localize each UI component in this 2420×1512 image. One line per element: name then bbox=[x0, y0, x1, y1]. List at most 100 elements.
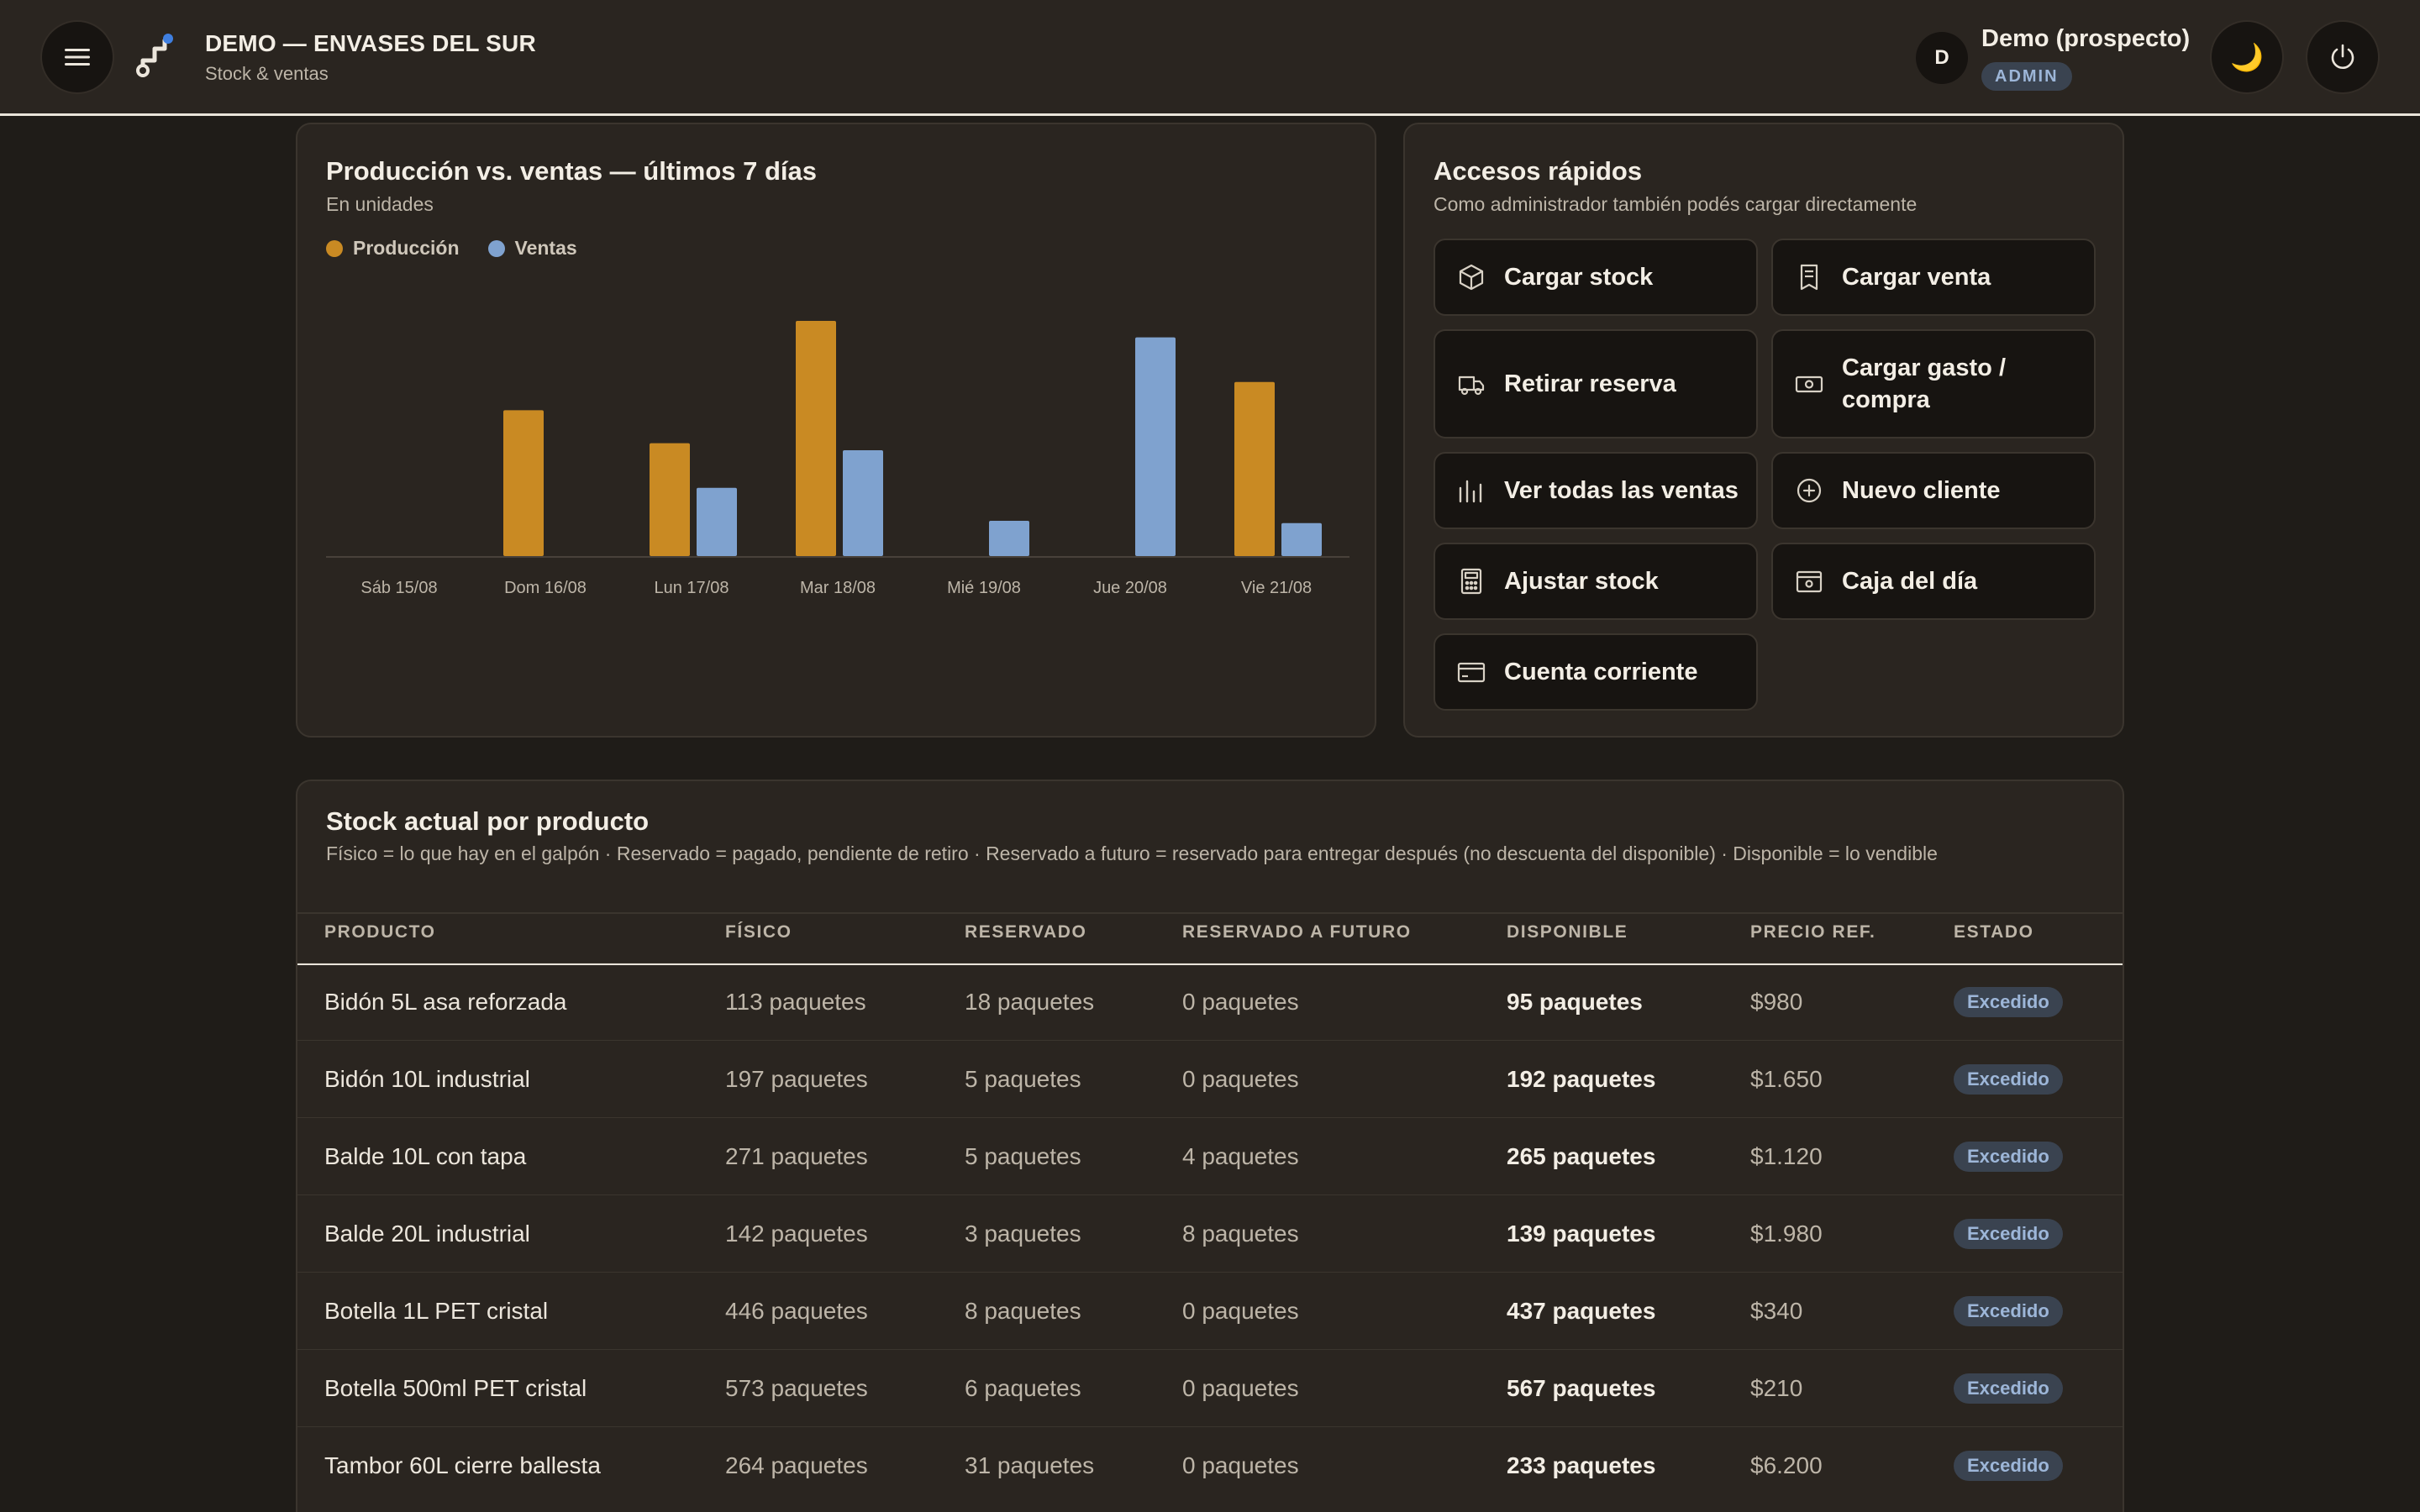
table-row[interactable]: Bidón 5L asa reforzada 113 paquetes 18 paq… bbox=[297, 963, 2123, 1040]
status-badge: Excedido bbox=[1954, 987, 2063, 1017]
cell-precio: $1.650 bbox=[1750, 1066, 1823, 1092]
theme-toggle-button[interactable]: 🌙 bbox=[2210, 20, 2284, 94]
card-icon bbox=[1457, 662, 1486, 683]
bar-produccion-1[interactable] bbox=[503, 410, 544, 556]
caja-del-dia-button[interactable]: Caja del día bbox=[1771, 543, 2096, 620]
truck-icon bbox=[1458, 375, 1485, 396]
cell-reservado-futuro: 8 paquetes bbox=[1182, 1221, 1299, 1247]
col-disponible[interactable]: DISPONIBLE bbox=[1507, 922, 1628, 942]
cell-reservado: 18 paquetes bbox=[965, 989, 1095, 1015]
app-title: DEMO — ENVASES DEL SUR bbox=[205, 30, 536, 56]
cuenta-corriente-button[interactable]: Cuenta corriente bbox=[1434, 633, 1758, 711]
cell-estado: Excedido bbox=[1954, 1350, 2063, 1427]
chart-title: Producción vs. ventas — últimos 7 días bbox=[326, 156, 818, 186]
cell-reservado-futuro: 4 paquetes bbox=[1182, 1143, 1299, 1169]
bars-icon bbox=[1459, 480, 1482, 503]
bar-ventas-4[interactable] bbox=[989, 521, 1029, 556]
status-badge: Excedido bbox=[1954, 1296, 2063, 1326]
status-badge: Excedido bbox=[1954, 1142, 2063, 1172]
col-estado[interactable]: ESTADO bbox=[1954, 922, 2034, 942]
cell-precio: $6.200 bbox=[1750, 1452, 1823, 1478]
cell-estado: Excedido bbox=[1954, 1041, 2063, 1118]
cell-disponible: 265 paquetes bbox=[1507, 1143, 1656, 1169]
cell-fisico: 446 paquetes bbox=[725, 1298, 868, 1324]
cargar-stock-button[interactable]: Cargar stock bbox=[1434, 239, 1758, 316]
table-header-bottom-border bbox=[297, 963, 2123, 965]
quick-access-subtitle: Como administrador también podés cargar … bbox=[1434, 193, 1918, 215]
moon-icon: 🌙 bbox=[2230, 42, 2264, 72]
bar-ventas-3[interactable] bbox=[843, 450, 883, 556]
avatar[interactable]: D bbox=[1916, 32, 1968, 84]
cell-disponible: 567 paquetes bbox=[1507, 1375, 1656, 1401]
cell-estado: Excedido bbox=[1954, 1427, 2063, 1504]
x-tick-label: Vie 21/08 bbox=[1241, 579, 1312, 597]
legend-label-produccion: Producción bbox=[353, 237, 460, 259]
bar-produccion-2[interactable] bbox=[650, 443, 690, 556]
legend-label-ventas: Ventas bbox=[514, 237, 577, 259]
nuevo-cliente-button[interactable]: Nuevo cliente bbox=[1771, 452, 2096, 529]
table-row[interactable]: Balde 20L industrial 142 paquetes 3 paquet… bbox=[297, 1194, 2123, 1272]
x-tick-label: Mié 19/08 bbox=[947, 579, 1021, 597]
cell-reservado-futuro: 0 paquetes bbox=[1182, 1066, 1299, 1092]
ver-ventas-button[interactable]: Ver todas las ventas bbox=[1434, 452, 1758, 529]
cell-reservado: 8 paquetes bbox=[965, 1298, 1081, 1324]
cell-precio: $980 bbox=[1750, 989, 1803, 1015]
cargar-gasto-button[interactable]: Cargar gasto / compra bbox=[1771, 329, 2096, 438]
cell-precio: $340 bbox=[1750, 1298, 1803, 1324]
x-tick-label: Sáb 15/08 bbox=[360, 579, 437, 597]
cell-disponible: 233 paquetes bbox=[1507, 1452, 1656, 1478]
cell-estado: Excedido bbox=[1954, 963, 2063, 1041]
cell-fisico: 264 paquetes bbox=[725, 1452, 868, 1478]
cargar-stock-label: Cargar stock bbox=[1504, 264, 1654, 291]
status-badge: Excedido bbox=[1954, 1373, 2063, 1404]
bar-ventas-6[interactable] bbox=[1281, 522, 1322, 556]
chart-legend: Producción Ventas bbox=[326, 237, 577, 260]
table-row[interactable]: Bidón 10L industrial 197 paquetes 5 paquet… bbox=[297, 1040, 2123, 1117]
status-badge: Excedido bbox=[1954, 1064, 2063, 1095]
cell-producto: Botella 500ml PET cristal bbox=[324, 1375, 587, 1401]
role-badge: ADMIN bbox=[1981, 62, 2072, 91]
ver-ventas-label: Ver todas las ventas bbox=[1504, 477, 1739, 504]
table-row[interactable]: Tambor 60L cierre ballesta 264 paquetes 31… bbox=[297, 1426, 2123, 1504]
menu-button[interactable] bbox=[40, 20, 114, 94]
cargar-gasto-label: Cargar gasto / compra bbox=[1842, 354, 2006, 413]
bar-produccion-6[interactable] bbox=[1234, 381, 1275, 556]
bar-ventas-2[interactable] bbox=[697, 487, 737, 556]
col-producto[interactable]: PRODUCTO bbox=[324, 922, 436, 942]
cell-producto: Balde 10L con tapa bbox=[324, 1143, 527, 1169]
col-fisico[interactable]: FÍSICO bbox=[725, 922, 792, 942]
col-reservado-futuro[interactable]: RESERVADO A FUTURO bbox=[1182, 922, 1412, 942]
stock-card: Stock actual por producto Físico = lo qu… bbox=[296, 780, 2124, 1512]
cell-producto: Tambor 60L cierre ballesta bbox=[324, 1452, 601, 1478]
status-badge: Excedido bbox=[1954, 1451, 2063, 1481]
ajustar-stock-button[interactable]: Ajustar stock bbox=[1434, 543, 1758, 620]
plus-circle-icon bbox=[1797, 478, 1822, 503]
logout-button[interactable] bbox=[2306, 20, 2380, 94]
cargar-venta-button[interactable]: Cargar venta bbox=[1771, 239, 2096, 316]
retirar-reserva-button[interactable]: Retirar reserva bbox=[1434, 329, 1758, 438]
table-row[interactable]: Balde 10L con tapa 271 paquetes 5 paquetes… bbox=[297, 1117, 2123, 1194]
legend-swatch-produccion bbox=[326, 239, 343, 257]
cell-disponible: 437 paquetes bbox=[1507, 1298, 1656, 1324]
cell-fisico: 113 paquetes bbox=[725, 989, 866, 1015]
table-row[interactable]: Botella 500ml PET cristal 573 paquetes 6 p… bbox=[297, 1349, 2123, 1426]
cash-icon bbox=[1795, 375, 1823, 393]
x-tick-label: Lun 17/08 bbox=[655, 579, 729, 597]
bar-chart: Sáb 15/08 Dom 16/08 Lun 17/08 Mar 18/08 Mié … bbox=[326, 321, 1349, 597]
col-reservado[interactable]: RESERVADO bbox=[965, 922, 1087, 942]
x-tick-label: Jue 20/08 bbox=[1093, 579, 1167, 597]
app-subtitle: Stock & ventas bbox=[205, 63, 329, 84]
bar-ventas-5[interactable] bbox=[1135, 337, 1176, 556]
cell-producto: Bidón 10L industrial bbox=[324, 1066, 530, 1092]
cell-estado: Excedido bbox=[1954, 1118, 2063, 1195]
legend-swatch-ventas bbox=[487, 239, 505, 257]
table-row[interactable]: Botella 1L PET cristal 446 paquetes 8 paqu… bbox=[297, 1272, 2123, 1349]
cuenta-corriente-label: Cuenta corriente bbox=[1504, 659, 1698, 685]
col-precio[interactable]: PRECIO REF. bbox=[1750, 922, 1876, 942]
cell-producto: Balde 20L industrial bbox=[324, 1221, 530, 1247]
chart-card: Producción vs. ventas — últimos 7 días E… bbox=[296, 123, 1376, 738]
cell-reservado: 5 paquetes bbox=[965, 1143, 1081, 1169]
bar-produccion-3[interactable] bbox=[796, 321, 836, 556]
quick-access-card: Accesos rápidos Como administrador tambi… bbox=[1403, 123, 2124, 738]
power-icon bbox=[2331, 44, 2354, 69]
